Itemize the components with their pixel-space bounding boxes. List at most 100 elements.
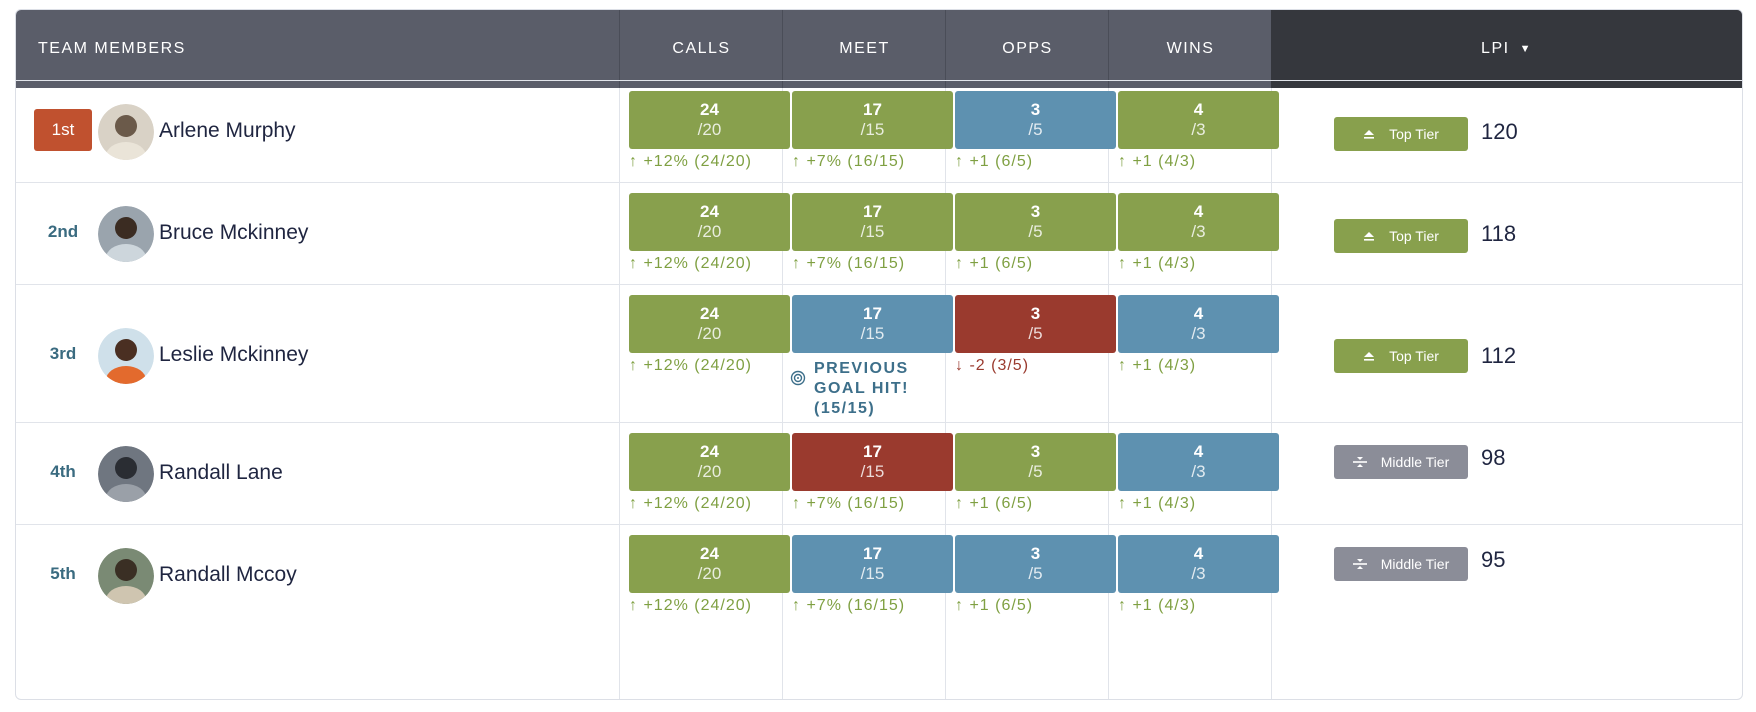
metric-goal: /5 xyxy=(1028,462,1043,481)
avatar[interactable] xyxy=(98,548,154,604)
metric-delta-text: +1 (4/3) xyxy=(1132,597,1197,614)
tier-label: Middle Tier xyxy=(1380,556,1450,572)
metric-goal: /5 xyxy=(1028,222,1043,241)
metric-opps[interactable]: 3/5 xyxy=(955,91,1116,149)
tier-badge[interactable]: Middle Tier xyxy=(1334,445,1468,479)
member-name[interactable]: Randall Mccoy xyxy=(159,563,297,586)
metric-goal: /20 xyxy=(697,324,722,343)
goal-note-line: GOAL HIT! xyxy=(814,380,909,397)
header-lpi-sort[interactable]: LPI ▼ xyxy=(1271,10,1742,88)
header-lpi-label: LPI xyxy=(1481,40,1510,57)
metric-meet[interactable]: 17/15 xyxy=(792,295,953,353)
metric-meet[interactable]: 17/15 xyxy=(792,193,953,251)
rank-badge: 2nd xyxy=(47,222,79,241)
member-name[interactable]: Randall Lane xyxy=(159,461,283,484)
metric-opps[interactable]: 3/5 xyxy=(955,535,1116,593)
metric-goal: /20 xyxy=(697,462,722,481)
metric-opps[interactable]: 3/5 xyxy=(955,295,1116,353)
metric-wins[interactable]: 4/3 xyxy=(1118,91,1279,149)
arrow-up-icon: ↑ xyxy=(629,357,644,374)
metric-delta-text: +12% (24/20) xyxy=(643,153,752,170)
metric-goal: /15 xyxy=(860,120,885,139)
header-opps[interactable]: OPPS xyxy=(945,10,1109,88)
header-meet[interactable]: MEET xyxy=(782,10,946,88)
arrow-up-icon: ↑ xyxy=(629,153,644,170)
rank-badge: 3rd xyxy=(49,344,77,363)
arrow-up-icon: ↑ xyxy=(1118,597,1133,614)
metric-value: 3 xyxy=(1030,304,1041,323)
metric-delta-text: +1 (4/3) xyxy=(1132,153,1197,170)
collapse-icon xyxy=(1352,558,1367,570)
metric-wins[interactable]: 4/3 xyxy=(1118,433,1279,491)
header-calls[interactable]: CALLS xyxy=(619,10,783,88)
arrow-up-icon: ↑ xyxy=(629,495,644,512)
metric-delta: ↑ +7% (16/15) xyxy=(792,597,905,615)
metric-calls[interactable]: 24/20 xyxy=(629,295,790,353)
metric-opps[interactable]: 3/5 xyxy=(955,193,1116,251)
arrow-up-icon: ↑ xyxy=(792,597,807,614)
metric-delta: ↑ +1 (4/3) xyxy=(1118,255,1196,273)
metric-delta: ↑ +12% (24/20) xyxy=(629,597,752,615)
tier-badge[interactable]: Top Tier xyxy=(1334,117,1468,151)
arrow-up-icon: ↑ xyxy=(792,153,807,170)
member-name[interactable]: Leslie Mckinney xyxy=(159,343,309,366)
eject-icon xyxy=(1363,231,1375,241)
arrow-down-icon: ↓ xyxy=(955,357,970,374)
table-row[interactable]: 4th Randall Lane 24/20 ↑ +12% (24/20) 17/15 ↑… xyxy=(16,422,1742,525)
metric-delta: ↑ +12% (24/20) xyxy=(629,153,752,171)
table-row[interactable]: 1st Arlene Murphy 24/20 ↑ +12% (24/20) 17/15… xyxy=(16,80,1742,183)
metric-delta: ↑ +12% (24/20) xyxy=(629,495,752,513)
tier-label: Middle Tier xyxy=(1380,454,1450,470)
metric-delta-text: +12% (24/20) xyxy=(643,597,752,614)
metric-wins[interactable]: 4/3 xyxy=(1118,535,1279,593)
metric-value: 24 xyxy=(700,304,719,323)
metric-value: 4 xyxy=(1193,100,1204,119)
arrow-up-icon: ↑ xyxy=(1118,357,1133,374)
avatar[interactable] xyxy=(98,446,154,502)
metric-goal: /20 xyxy=(697,564,722,583)
table-row[interactable]: 2nd Bruce Mckinney 24/20 ↑ +12% (24/20) 17/1… xyxy=(16,182,1742,285)
metric-calls[interactable]: 24/20 xyxy=(629,433,790,491)
tier-badge[interactable]: Top Tier xyxy=(1334,219,1468,253)
metric-goal: /5 xyxy=(1028,564,1043,583)
header-wins[interactable]: WINS xyxy=(1108,10,1272,88)
arrow-up-icon: ↑ xyxy=(1118,495,1133,512)
metric-value: 4 xyxy=(1193,544,1204,563)
column-divider xyxy=(945,88,946,699)
lpi-score: 95 xyxy=(1481,547,1506,572)
column-divider xyxy=(1108,88,1109,699)
metric-meet[interactable]: 17/15 xyxy=(792,91,953,149)
metric-opps[interactable]: 3/5 xyxy=(955,433,1116,491)
member-name[interactable]: Bruce Mckinney xyxy=(159,221,309,244)
team-leaderboard: TEAM MEMBERS CALLS MEET OPPS WINS LPI ▼ … xyxy=(15,9,1743,700)
metric-value: 24 xyxy=(700,442,719,461)
tier-badge[interactable]: Middle Tier xyxy=(1334,547,1468,581)
table-row[interactable]: 3rd Leslie Mckinney 24/20 ↑ +12% (24/20) 17/… xyxy=(16,284,1742,423)
metric-calls[interactable]: 24/20 xyxy=(629,91,790,149)
metric-goal: /15 xyxy=(860,324,885,343)
metric-wins[interactable]: 4/3 xyxy=(1118,193,1279,251)
avatar[interactable] xyxy=(98,104,154,160)
metric-goal: /15 xyxy=(860,222,885,241)
tier-badge[interactable]: Top Tier xyxy=(1334,339,1468,373)
arrow-up-icon: ↑ xyxy=(629,255,644,272)
metric-meet[interactable]: 17/15 xyxy=(792,433,953,491)
metric-calls[interactable]: 24/20 xyxy=(629,193,790,251)
metric-goal: /3 xyxy=(1191,222,1206,241)
tier-label: Top Tier xyxy=(1389,348,1439,364)
member-name[interactable]: Arlene Murphy xyxy=(159,119,296,142)
lpi-score: 112 xyxy=(1481,343,1517,368)
metric-calls[interactable]: 24/20 xyxy=(629,535,790,593)
metric-value: 17 xyxy=(863,304,882,323)
metric-wins[interactable]: 4/3 xyxy=(1118,295,1279,353)
eject-icon xyxy=(1363,351,1375,361)
avatar[interactable] xyxy=(98,328,154,384)
table-header: TEAM MEMBERS CALLS MEET OPPS WINS LPI ▼ xyxy=(16,10,1742,88)
eject-icon xyxy=(1363,129,1375,139)
avatar[interactable] xyxy=(98,206,154,262)
metric-delta: ↑ +12% (24/20) xyxy=(629,255,752,273)
metric-meet[interactable]: 17/15 xyxy=(792,535,953,593)
table-row[interactable]: 5th Randall Mccoy 24/20 ↑ +12% (24/20) 17/15… xyxy=(16,524,1742,627)
metric-value: 4 xyxy=(1193,304,1204,323)
target-icon xyxy=(790,370,806,392)
